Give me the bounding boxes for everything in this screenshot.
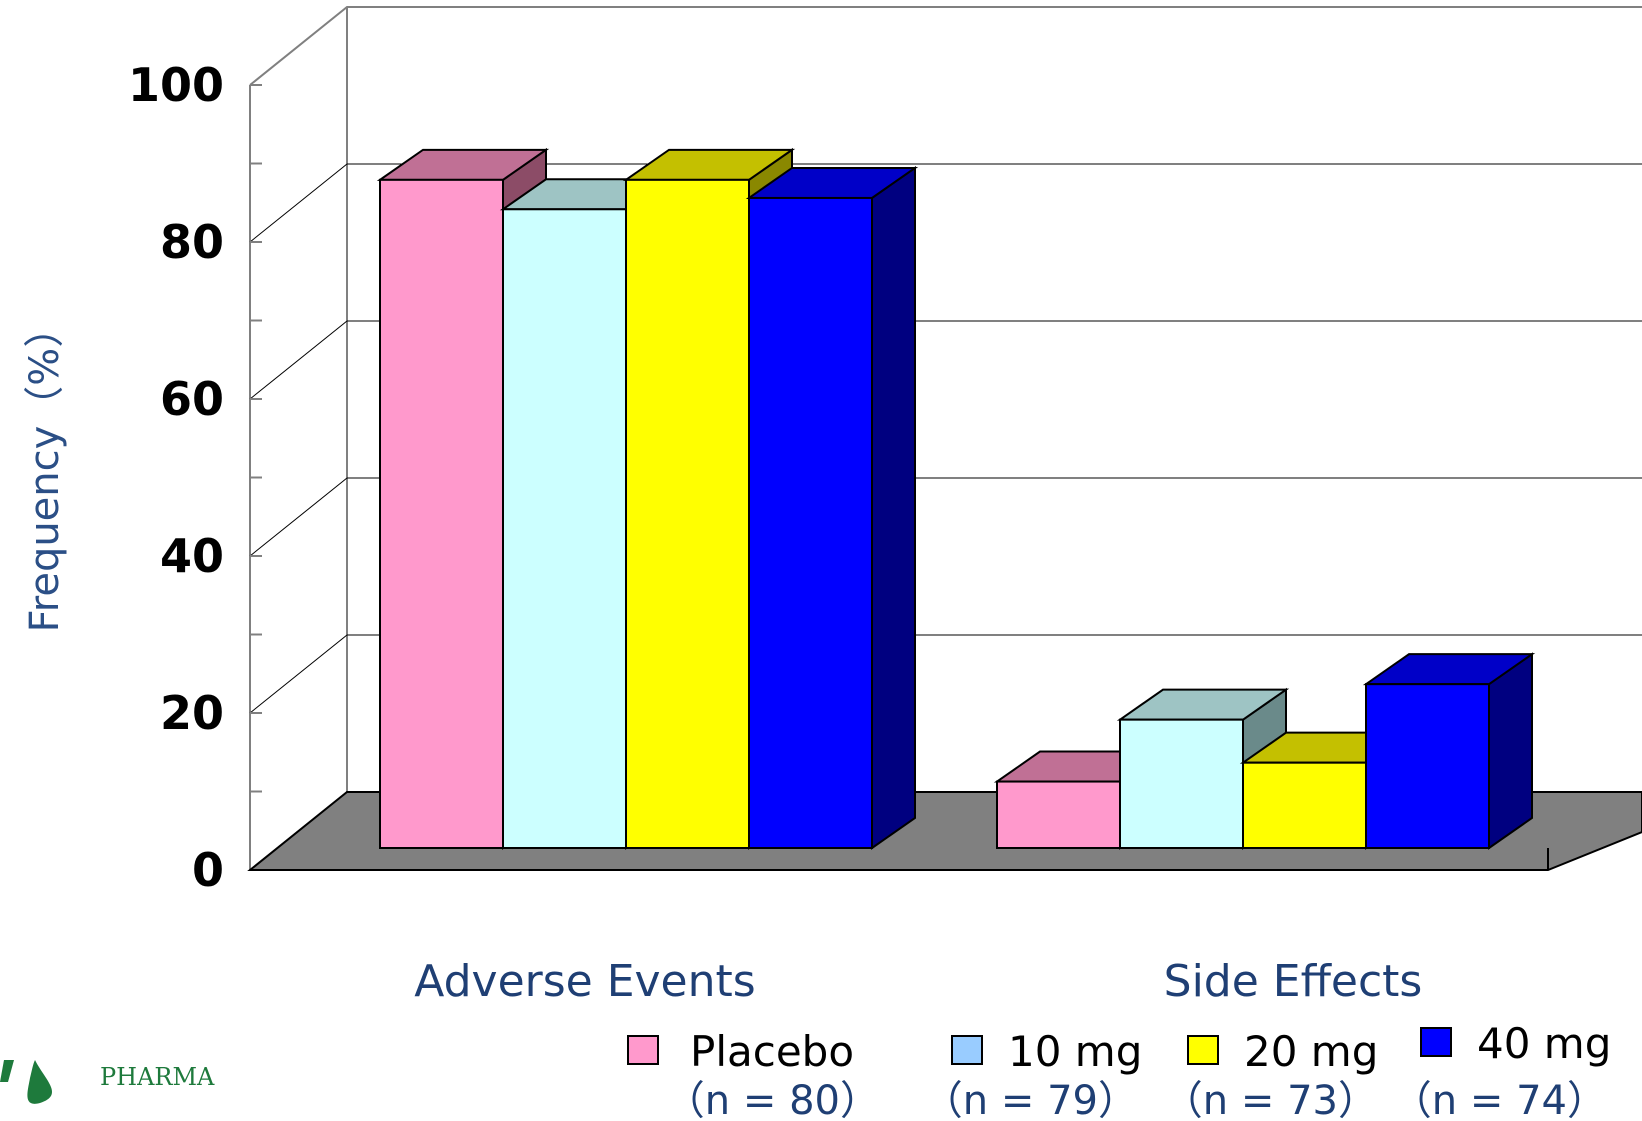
legend-n-label: （n = 74） (1392, 1078, 1607, 1121)
bar (502, 208, 627, 849)
bar (748, 196, 873, 849)
y-tick-label: 20 (160, 686, 224, 740)
bar (1242, 761, 1367, 849)
bar (625, 178, 750, 849)
legend-item: Placebo（n = 80） (627, 1027, 880, 1121)
bar-side (1488, 652, 1533, 850)
gridline-side (249, 163, 348, 243)
legend-label: 40 mg (1477, 1019, 1611, 1068)
legend-n-label: （n = 80） (665, 1078, 880, 1121)
bar (1365, 683, 1490, 849)
y-tick-label: 0 (192, 843, 224, 897)
y-axis-title: Frequency（%） (22, 308, 68, 633)
y-axis-ticks: 0 20 40 60 80 100 (128, 58, 224, 897)
bar-0-3 (745, 166, 919, 850)
legend-item: 20 mg（n = 73） (1163, 1027, 1379, 1121)
legend-swatch (1187, 1035, 1219, 1065)
y-tick-label: 100 (128, 58, 224, 112)
legend-n-label: （n = 73） (1163, 1078, 1378, 1121)
bars (376, 147, 1536, 850)
legend-swatch (627, 1035, 659, 1065)
y-tick-label: 40 (160, 529, 224, 583)
category-label: Adverse Events (414, 956, 755, 1007)
bar (1119, 718, 1244, 850)
logo-mark-icon (27, 1060, 53, 1104)
wall-top-edge (249, 6, 1642, 86)
legend-swatch (951, 1035, 983, 1065)
bar (996, 780, 1121, 849)
legend-n-label: （n = 79） (923, 1078, 1138, 1121)
legend-item: 10 mg（n = 79） (923, 1027, 1143, 1121)
legend-label: 10 mg (1008, 1027, 1142, 1076)
logo-slash-icon (0, 1060, 14, 1082)
gridline-side (249, 634, 348, 714)
y-tick-label: 60 (160, 372, 224, 426)
bar (379, 178, 504, 849)
legend: Placebo（n = 80）10 mg（n = 79）20 mg（n = 73… (627, 1019, 1612, 1121)
y-tick-label: 80 (160, 215, 224, 269)
legend-item: 40 mg （n = 74） (1392, 1019, 1612, 1121)
gridline-side (249, 477, 348, 557)
logo-text: PHARMA (100, 1063, 215, 1091)
bar-side (871, 166, 916, 850)
gridline-side (249, 320, 348, 400)
bar-1-3 (1362, 652, 1536, 850)
logo: PHARMA (0, 1060, 215, 1104)
legend-label: 20 mg (1244, 1027, 1378, 1076)
x-axis-categories: Adverse Events Side Effects (414, 956, 1422, 1007)
legend-swatch (1420, 1027, 1452, 1057)
category-label: Side Effects (1164, 956, 1423, 1007)
legend-label: Placebo (690, 1027, 854, 1076)
